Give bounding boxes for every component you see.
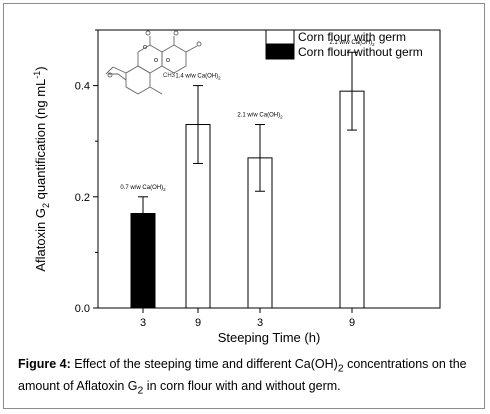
x-axis-title: Steeping Time (h) (218, 330, 321, 345)
legend-swatch-without-germ (265, 44, 295, 60)
x-tick-label: 3 (140, 317, 146, 329)
x-tick-label: 9 (349, 317, 355, 329)
bar-label-3: 2.1 w/w Ca(OH)2 (237, 113, 283, 120)
bar-label-4: 2.1 w/w Ca(OH)2 (329, 40, 375, 47)
bar-label-2: 1.4 w/w Ca(OH)2 (175, 74, 221, 81)
error-bar-4 (347, 51, 357, 131)
y-tick-label: 0.4 (75, 81, 90, 93)
legend-label-with-germ: Corn flour with germ (298, 30, 406, 44)
error-bar-2 (193, 85, 203, 164)
figure-caption: Figure 4: Effect of the steeping time an… (18, 357, 467, 396)
structure-label: CH3 (163, 73, 176, 79)
x-tick-label: 3 (257, 317, 263, 329)
legend: Corn flour with germ Corn flour without … (265, 29, 423, 60)
x-tick-label: 9 (195, 317, 201, 329)
error-bar-3 (255, 124, 265, 192)
bar-1 (130, 212, 156, 309)
bar-label-1: 0.7 w/w Ca(OH)2 (120, 185, 166, 192)
y-tick-label: 0.0 (75, 303, 90, 315)
bar-chart: CH3 0.7 w/w Ca(OH)2 1.4 w/w Ca(OH)2 2.1 w/… (32, 29, 441, 345)
y-tick-label: 0.2 (75, 192, 90, 204)
y-axis-title: Aflatoxin G2 quantification (ng mL-1) (32, 66, 51, 271)
legend-swatch-with-germ (265, 29, 295, 45)
error-bar-1 (138, 196, 148, 231)
aflatoxin-structure-image (105, 30, 202, 95)
figure-frame (3, 3, 485, 409)
legend-label-without-germ: Corn flour without germ (298, 45, 423, 59)
caption-label: Figure 4: (18, 357, 71, 371)
